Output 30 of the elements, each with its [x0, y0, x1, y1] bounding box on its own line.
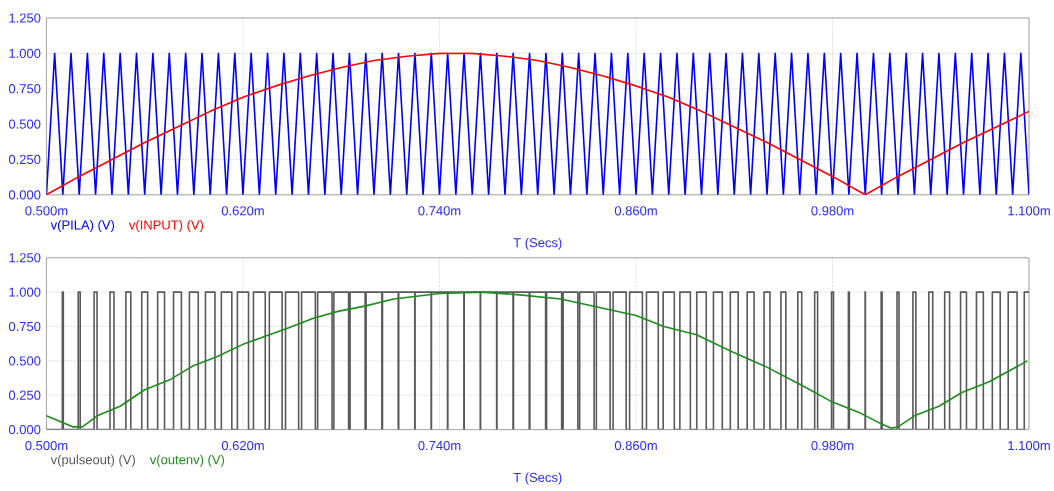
x-tick-label: 0.740m	[418, 441, 461, 451]
x-tick-label: 0.980m	[811, 206, 854, 216]
x-tick-label: 0.500m	[25, 441, 68, 451]
y-tick-label: 0.500	[8, 356, 41, 366]
x-tick-label: 0.740m	[418, 206, 461, 216]
y-tick-label: 0.750	[8, 84, 41, 94]
y-tick-label: 0.000	[8, 425, 41, 435]
y-tick-label: 0.250	[8, 155, 41, 165]
y-tick-label: 0.250	[8, 390, 41, 401]
x-axis-title: T (Secs)	[513, 472, 562, 485]
x-tick-label: 0.860m	[614, 206, 657, 216]
y-tick-label: 1.250	[9, 253, 41, 263]
y-tick-label: 0.750	[8, 322, 41, 332]
x-tick-label: 1.100m	[1008, 206, 1050, 216]
y-tick-label: 1.000	[9, 287, 41, 297]
x-tick-label: 1.100m	[1008, 441, 1050, 451]
y-tick-label: 0.000	[8, 190, 41, 200]
text: v(INPUT) (V)	[128, 220, 204, 233]
series-label: v(PILA) (V)	[50, 220, 115, 233]
x-tick-label: 0.500m	[25, 206, 68, 216]
x-axis-title: T (Secs)	[513, 237, 562, 251]
x-tick-label: 0.620m	[221, 206, 264, 216]
y-tick-label: 1.000	[9, 48, 41, 59]
x-tick-label: 0.980m	[811, 441, 854, 451]
text: v(outenv) (V)	[149, 454, 225, 468]
y-tick-label: 1.250	[9, 13, 41, 23]
x-tick-label: 0.620m	[221, 441, 264, 451]
x-tick-label: 0.860m	[614, 441, 657, 451]
series-label: v(pulseout) (V)	[50, 454, 135, 468]
y-tick-label: 0.500	[8, 119, 41, 129]
